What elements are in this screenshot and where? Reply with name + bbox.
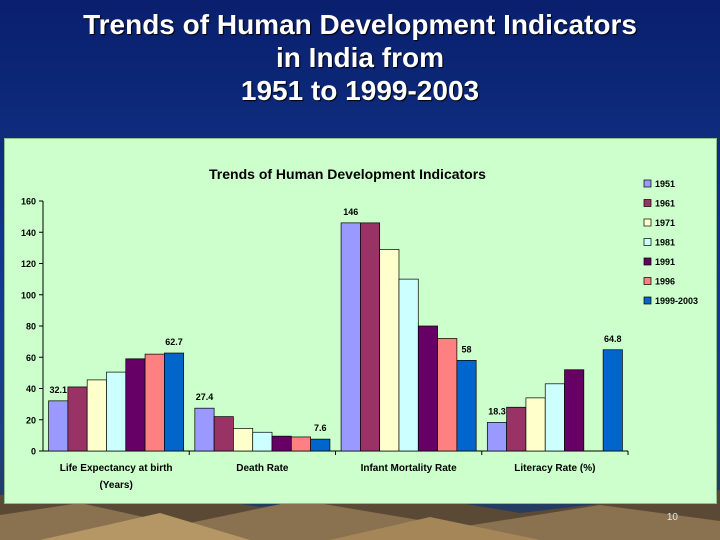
x-category-label: Death Rate bbox=[236, 463, 289, 474]
x-category-label: Life Expectancy at birth bbox=[60, 463, 173, 474]
legend-label: 1991 bbox=[655, 257, 675, 267]
bar-1991-2 bbox=[417, 325, 438, 452]
legend-label: 1996 bbox=[655, 277, 675, 287]
legend-label: 1981 bbox=[655, 238, 675, 248]
bar-1961-2 bbox=[360, 222, 381, 452]
bar-1996-2 bbox=[437, 338, 458, 452]
data-label: 32.1 bbox=[49, 385, 67, 395]
y-tick-label: 80 bbox=[26, 322, 36, 332]
data-label: 7.6 bbox=[314, 423, 327, 433]
x-category-label: (Years) bbox=[99, 480, 132, 491]
bar-1999-2003-1 bbox=[310, 438, 331, 452]
bar-1991-0 bbox=[125, 358, 146, 452]
y-tick-label: 100 bbox=[21, 290, 36, 300]
bar-1981-3 bbox=[544, 383, 565, 452]
bar-1999-2003-2 bbox=[456, 360, 477, 452]
data-label: 27.4 bbox=[196, 392, 214, 402]
chart-title: Trends of Human Development Indicators bbox=[209, 166, 486, 182]
bar-1951-3 bbox=[486, 422, 507, 452]
data-label: 18.3 bbox=[488, 406, 506, 416]
data-label: 58 bbox=[462, 344, 472, 354]
y-tick-label: 140 bbox=[21, 228, 36, 238]
legend-swatch-1999-2003 bbox=[643, 296, 652, 305]
legend-label: 1999-2003 bbox=[655, 296, 698, 306]
bar-1971-3 bbox=[525, 397, 546, 452]
bar-1951-1 bbox=[194, 407, 215, 452]
bar-1999-2003-3 bbox=[602, 349, 623, 452]
legend-swatch-1991 bbox=[643, 257, 652, 266]
x-category-label: Literacy Rate (%) bbox=[514, 463, 595, 474]
slide-title: Trends of Human Development Indicators i… bbox=[0, 8, 720, 107]
page-number: 10 bbox=[666, 512, 678, 523]
y-tick-label: 160 bbox=[21, 197, 36, 207]
data-label: 146 bbox=[343, 207, 358, 217]
bar-1996-0 bbox=[144, 353, 165, 452]
bar-1991-3 bbox=[564, 369, 585, 452]
bar-1981-0 bbox=[106, 371, 127, 452]
bar-1961-0 bbox=[67, 386, 88, 452]
y-tick-label: 40 bbox=[26, 384, 36, 394]
bar-1971-0 bbox=[86, 379, 107, 452]
legend-swatch-1951 bbox=[643, 179, 652, 188]
chart-panel: Trends of Human Development Indicators 0 2… bbox=[4, 138, 717, 504]
bar-1951-0 bbox=[48, 400, 69, 452]
legend-swatch-1961 bbox=[643, 199, 652, 207]
bar-1951-2 bbox=[340, 222, 361, 452]
bar-1991-1 bbox=[271, 435, 292, 452]
slide-title-line: in India from bbox=[276, 42, 444, 73]
bar-1996-1 bbox=[290, 436, 311, 452]
legend-label: 1951 bbox=[655, 179, 675, 189]
bar-1961-1 bbox=[213, 416, 234, 452]
y-tick-label: 120 bbox=[21, 259, 36, 269]
bar-1981-1 bbox=[252, 431, 273, 452]
bar-1971-1 bbox=[233, 427, 254, 452]
bar-1971-2 bbox=[379, 249, 400, 452]
slide-title-line: 1951 to 1999-2003 bbox=[240, 75, 480, 106]
bar-1961-3 bbox=[506, 406, 527, 452]
y-tick-label: 0 bbox=[31, 447, 36, 457]
bar-1999-2003-0 bbox=[164, 352, 185, 452]
slide-title-line: Trends of Human Development Indicators bbox=[83, 9, 637, 40]
legend-label: 1971 bbox=[655, 218, 675, 228]
x-category-label: Infant Mortality Rate bbox=[361, 463, 458, 474]
data-label: 64.8 bbox=[604, 334, 622, 344]
legend-swatch-1981 bbox=[643, 238, 652, 246]
bar-chart: Trends of Human Development Indicators 0 2… bbox=[21, 166, 698, 491]
data-label: 62.7 bbox=[165, 337, 183, 347]
bar-1981-2 bbox=[398, 278, 419, 452]
y-tick-label: 60 bbox=[26, 353, 36, 363]
legend-swatch-1971 bbox=[643, 218, 652, 227]
y-tick-label: 20 bbox=[26, 415, 36, 425]
legend-swatch-1996 bbox=[643, 277, 652, 285]
legend-label: 1961 bbox=[655, 199, 675, 209]
